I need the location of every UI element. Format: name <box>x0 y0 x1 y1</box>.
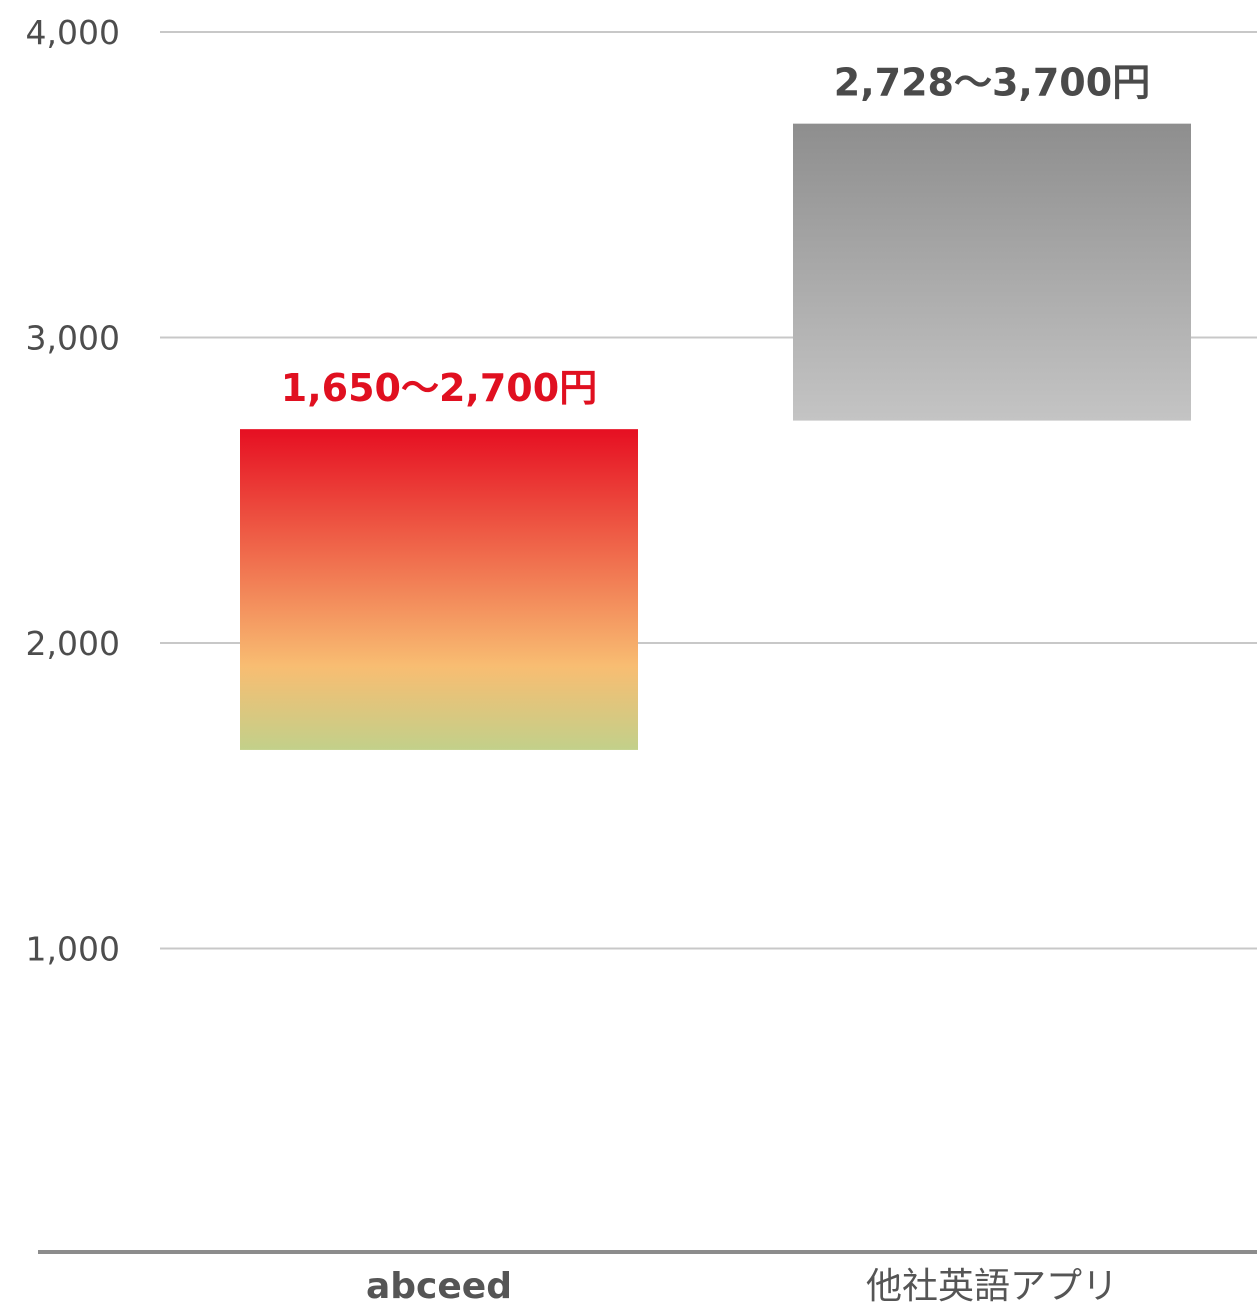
y-axis-ticks: 1,000 2,000 3,000 4,000 <box>26 13 120 969</box>
bar-abceed <box>240 429 638 750</box>
x-category-label: 他社英語アプリ <box>866 1266 1118 1307</box>
data-label: 2,728〜3,700円 <box>834 61 1150 105</box>
bar-other-apps <box>793 123 1191 421</box>
y-tick-label: 1,000 <box>26 930 120 969</box>
y-tick-label: 4,000 <box>26 13 120 52</box>
x-axis-categories: abceed 他社英語アプリ <box>366 1266 1118 1307</box>
x-category-label: abceed <box>366 1266 512 1307</box>
data-labels: 1,650〜2,700円 2,728〜3,700円 <box>281 61 1150 410</box>
data-label: 1,650〜2,700円 <box>281 366 597 410</box>
y-tick-label: 2,000 <box>26 624 120 663</box>
bars <box>240 123 1191 750</box>
y-tick-label: 3,000 <box>26 319 120 358</box>
